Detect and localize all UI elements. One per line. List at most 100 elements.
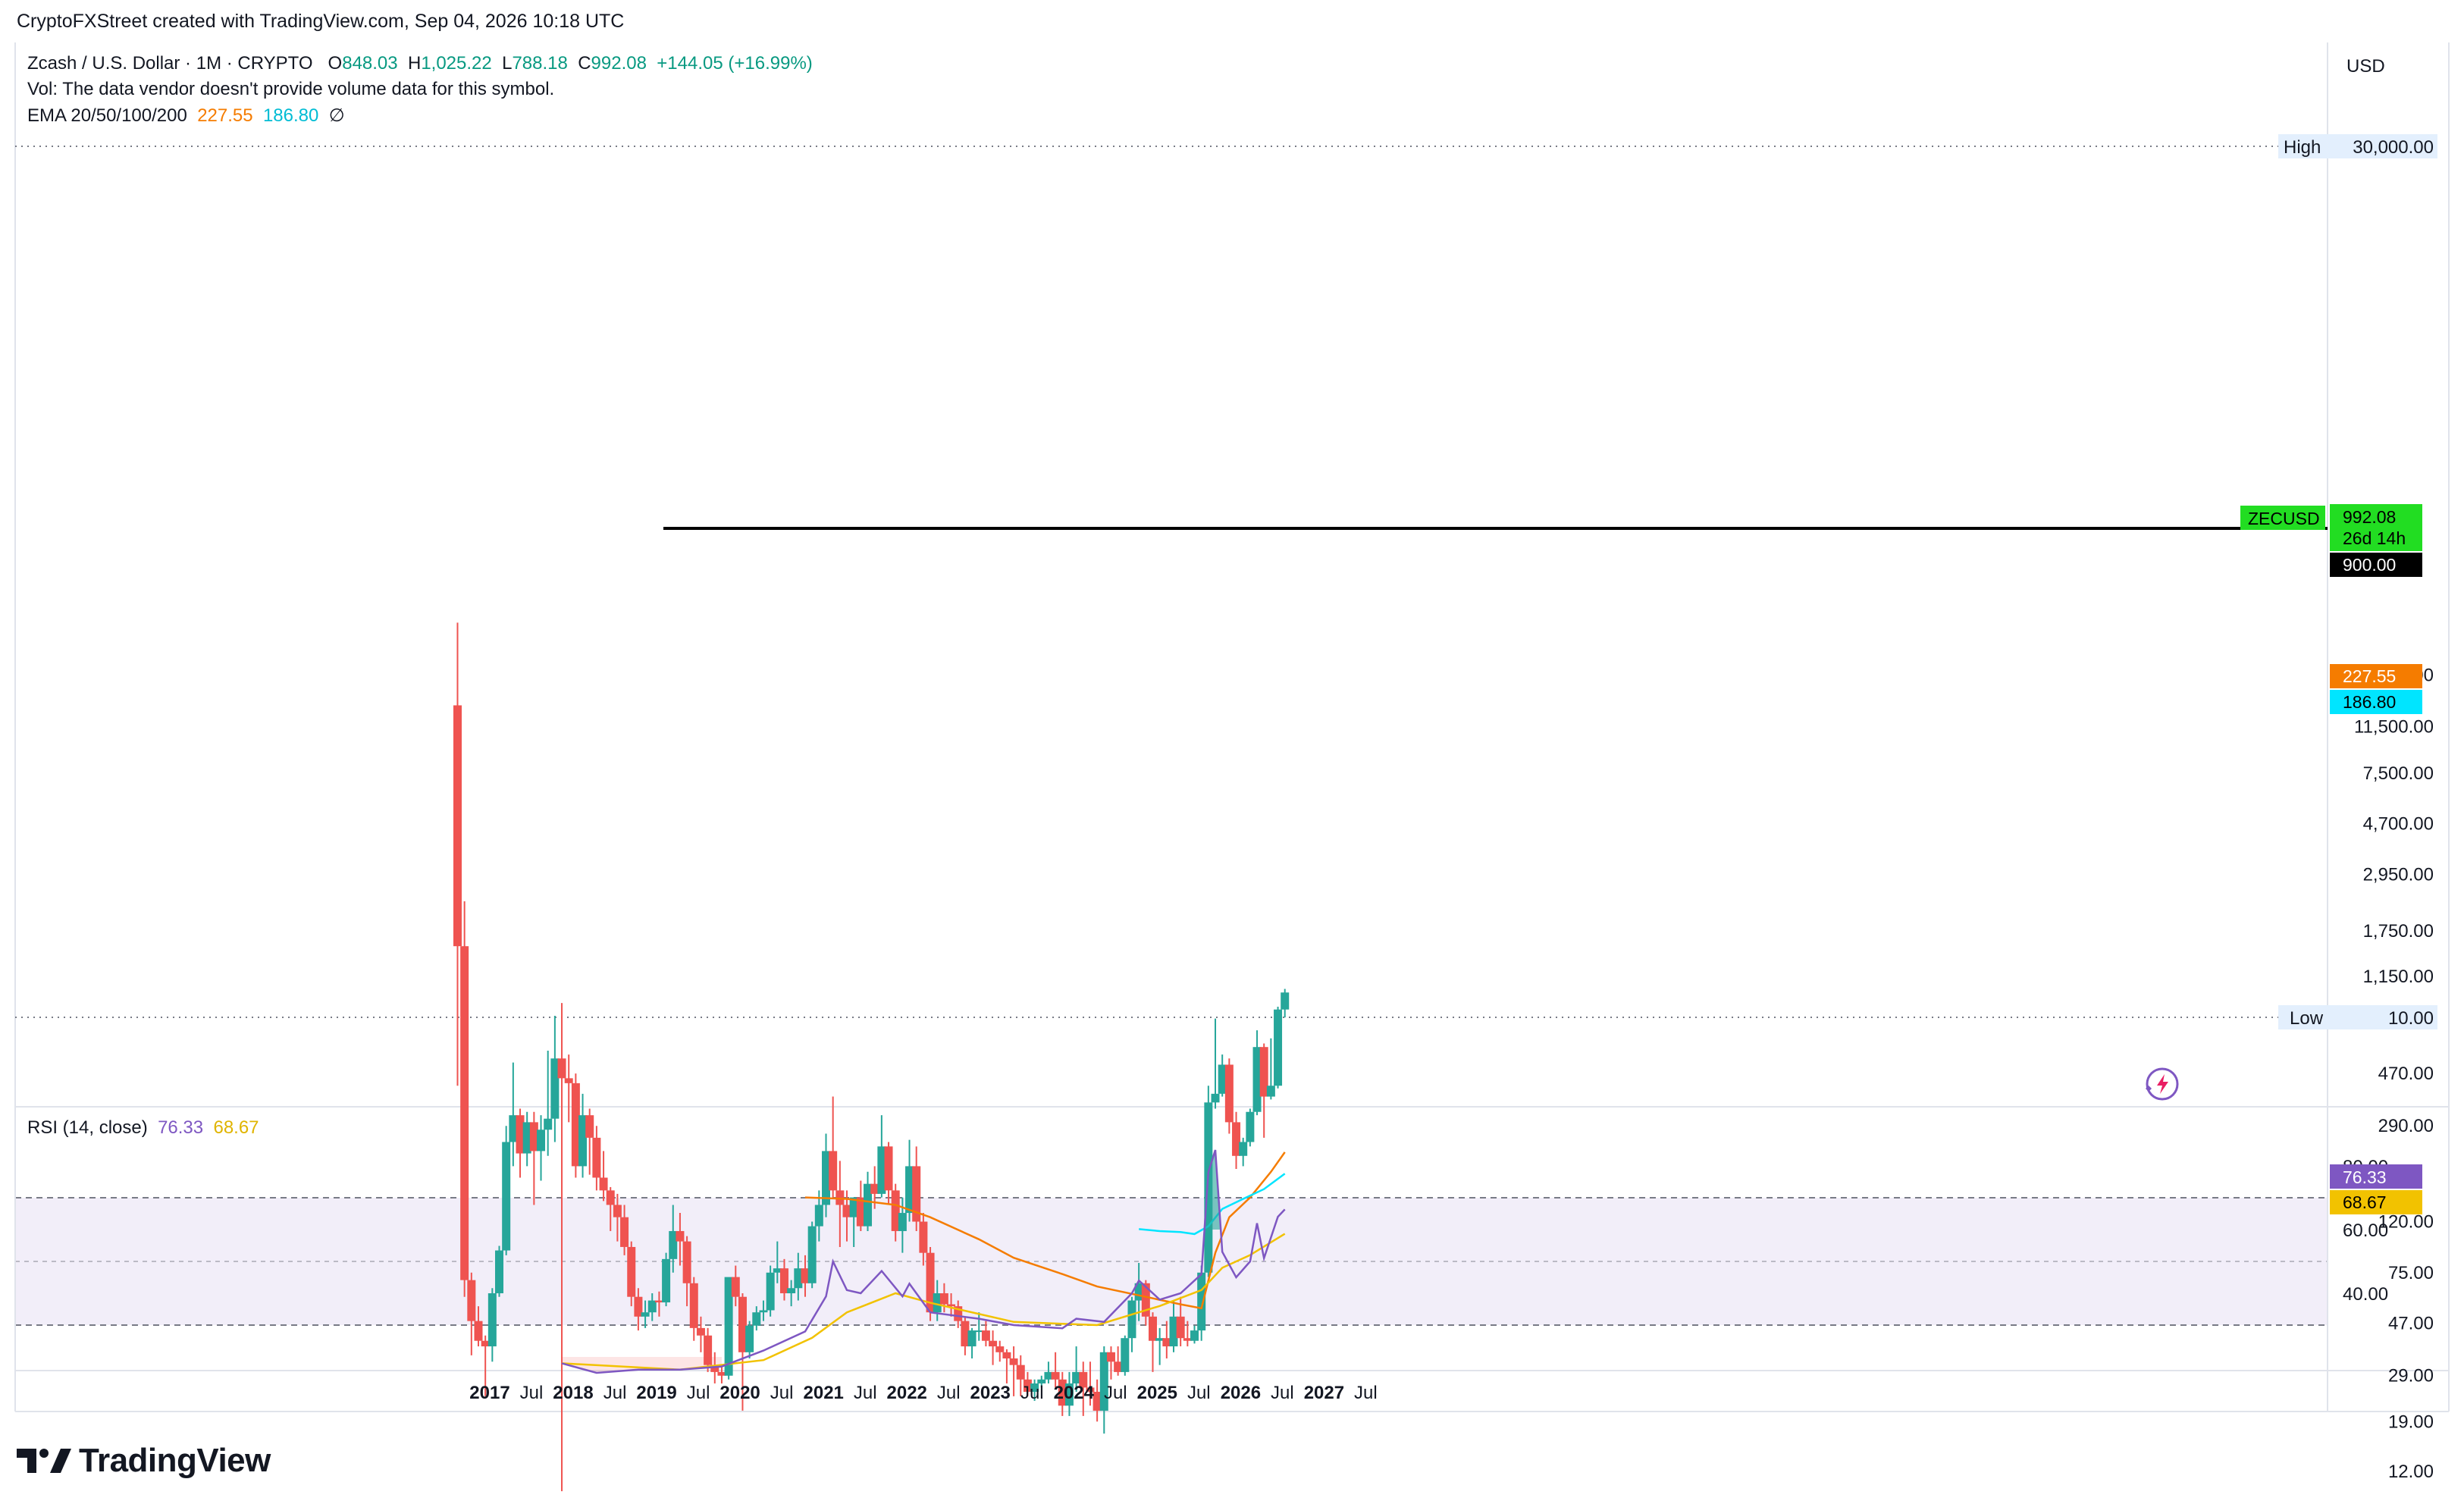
candle[interactable] (1127, 1296, 1136, 1352)
candle[interactable] (967, 1327, 977, 1358)
candle[interactable] (1037, 1375, 1046, 1388)
candle[interactable] (522, 1111, 531, 1167)
candle[interactable] (550, 1016, 560, 1142)
candle[interactable] (877, 1115, 886, 1198)
candle[interactable] (544, 1051, 553, 1156)
candle[interactable] (1232, 1111, 1241, 1170)
candle[interactable] (1114, 1346, 1123, 1376)
candle[interactable] (954, 1300, 963, 1328)
candle[interactable] (474, 1306, 483, 1347)
candle[interactable] (1218, 1054, 1227, 1097)
candle[interactable] (989, 1330, 998, 1365)
candle[interactable] (1086, 1361, 1095, 1406)
candle[interactable] (1252, 1030, 1262, 1116)
candle[interactable] (585, 1108, 594, 1175)
candle[interactable] (856, 1180, 865, 1231)
candle[interactable] (1099, 1346, 1108, 1434)
candle[interactable] (1106, 1346, 1115, 1380)
candle[interactable] (662, 1252, 671, 1307)
candle[interactable] (814, 1190, 823, 1242)
candle[interactable] (620, 1205, 629, 1255)
candle[interactable] (669, 1205, 678, 1273)
candle[interactable] (509, 1062, 518, 1167)
candle[interactable] (453, 622, 462, 1086)
candle[interactable] (905, 1139, 914, 1222)
candle[interactable] (717, 1365, 726, 1383)
candle[interactable] (1266, 1038, 1275, 1100)
candle[interactable] (1211, 1018, 1220, 1109)
candle[interactable] (849, 1197, 858, 1247)
candle[interactable] (1162, 1321, 1171, 1358)
candle[interactable] (995, 1340, 1005, 1362)
candle[interactable] (1224, 1058, 1234, 1134)
candle[interactable] (1134, 1262, 1143, 1321)
candle[interactable] (599, 1151, 608, 1202)
candle[interactable] (738, 1293, 747, 1411)
candle[interactable] (1009, 1346, 1018, 1396)
currency-label[interactable]: USD (2346, 56, 2385, 77)
candle[interactable] (529, 1111, 538, 1205)
candle[interactable] (467, 1272, 476, 1355)
symbol-name[interactable]: Zcash / U.S. Dollar · 1M · CRYPTO (27, 53, 313, 74)
candle[interactable] (1058, 1371, 1067, 1416)
candle[interactable] (1121, 1335, 1130, 1376)
candle[interactable] (835, 1161, 845, 1247)
candle[interactable] (682, 1236, 691, 1307)
candle[interactable] (1274, 1007, 1283, 1089)
candle[interactable] (557, 1003, 566, 1492)
candle[interactable] (912, 1146, 921, 1231)
candle[interactable] (606, 1186, 615, 1231)
candle[interactable] (752, 1306, 761, 1331)
candle[interactable] (689, 1277, 698, 1341)
candle[interactable] (1030, 1379, 1039, 1401)
symbol-tag[interactable]: ZECUSD (2248, 509, 2320, 528)
candle[interactable] (654, 1291, 663, 1317)
candle[interactable] (1239, 1137, 1248, 1167)
candle[interactable] (891, 1183, 900, 1242)
candle[interactable] (676, 1213, 685, 1266)
candle[interactable] (1079, 1361, 1088, 1416)
lightning-icon[interactable] (2146, 1067, 2179, 1101)
candle[interactable] (627, 1241, 636, 1307)
candle[interactable] (613, 1193, 622, 1242)
candle[interactable] (1092, 1379, 1102, 1422)
candle[interactable] (822, 1133, 830, 1217)
candle[interactable] (481, 1335, 490, 1396)
candle[interactable] (1002, 1349, 1011, 1383)
candle[interactable] (961, 1316, 970, 1355)
candle[interactable] (884, 1142, 893, 1205)
candle[interactable] (1072, 1346, 1081, 1392)
candle[interactable] (1183, 1321, 1192, 1347)
candle[interactable] (779, 1258, 788, 1301)
candle[interactable] (641, 1300, 650, 1328)
candle[interactable] (731, 1265, 740, 1307)
rsi-legend-row[interactable]: RSI (14, close) 76.33 68.67 (27, 1117, 259, 1139)
candle[interactable] (1169, 1300, 1178, 1352)
candle[interactable] (1148, 1312, 1157, 1372)
candle[interactable] (926, 1246, 935, 1321)
candle[interactable] (919, 1213, 928, 1266)
candle[interactable] (766, 1265, 775, 1317)
candle[interactable] (1064, 1371, 1074, 1416)
candle[interactable] (1016, 1355, 1025, 1396)
candle[interactable] (1281, 989, 1290, 1018)
tradingview-logo[interactable]: TradingView (17, 1442, 271, 1480)
candle[interactable] (981, 1321, 990, 1347)
candle[interactable] (787, 1280, 796, 1307)
candle[interactable] (1051, 1352, 1060, 1388)
candle[interactable] (704, 1327, 713, 1372)
candle[interactable] (495, 1246, 504, 1297)
candle[interactable] (571, 1073, 580, 1178)
candle[interactable] (745, 1321, 754, 1358)
candle[interactable] (487, 1288, 497, 1362)
candle[interactable] (1190, 1325, 1199, 1344)
candle[interactable] (801, 1255, 810, 1297)
candle[interactable] (974, 1312, 983, 1341)
candle[interactable] (829, 1096, 838, 1198)
candle[interactable] (592, 1126, 601, 1191)
candle[interactable] (502, 1126, 511, 1255)
candle[interactable] (696, 1316, 705, 1352)
candle[interactable] (537, 1115, 546, 1181)
candle[interactable] (1259, 1043, 1268, 1138)
